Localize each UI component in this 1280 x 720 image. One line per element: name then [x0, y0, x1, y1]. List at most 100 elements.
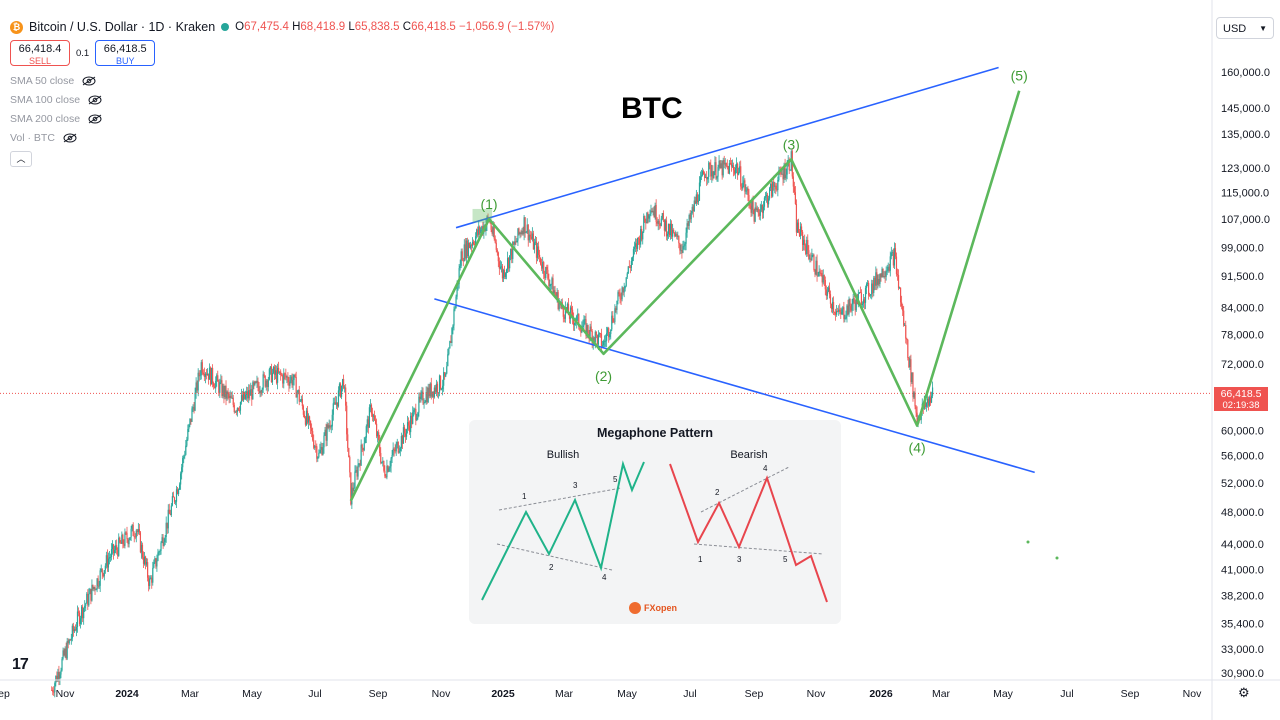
time-tick-label: 2025 [491, 688, 515, 700]
candle [234, 410, 236, 414]
candle [334, 395, 336, 405]
candle [245, 390, 247, 401]
candle [163, 538, 165, 547]
candle [369, 399, 372, 413]
candle [516, 238, 518, 243]
candle [158, 550, 160, 556]
hidden-eye-icon[interactable] [63, 133, 77, 143]
candle [389, 460, 391, 472]
candle [85, 602, 87, 612]
candle [328, 419, 330, 432]
candle [825, 285, 827, 300]
candle [927, 396, 930, 411]
candle [891, 249, 893, 256]
buy-button[interactable]: 66,418.5 BUY [95, 40, 156, 66]
candle [291, 373, 293, 388]
candle [501, 263, 504, 282]
candle [359, 459, 361, 471]
candle [513, 241, 515, 246]
gear-icon[interactable]: ⚙ [1238, 685, 1250, 700]
candle [649, 209, 651, 223]
candle [177, 488, 180, 497]
candle [141, 542, 144, 560]
candle [430, 377, 432, 400]
candle [133, 531, 135, 543]
candle [403, 424, 406, 438]
hidden-eye-icon[interactable] [88, 95, 102, 105]
candle [145, 558, 148, 567]
candle [233, 402, 235, 414]
candle [850, 303, 852, 313]
candle [446, 361, 448, 375]
candle [827, 285, 829, 293]
candle [875, 266, 877, 290]
highlight-box [472, 208, 493, 223]
candle [651, 208, 653, 213]
candle [451, 327, 453, 347]
candle [275, 365, 278, 385]
candle [90, 588, 92, 605]
candle [760, 201, 762, 212]
candle [881, 266, 883, 278]
candle [599, 332, 602, 338]
candle [107, 552, 110, 573]
candle [462, 257, 464, 267]
candle [376, 418, 378, 439]
candle [901, 295, 903, 310]
candle [75, 621, 78, 637]
price-tick-label: 107,000.0 [1221, 214, 1270, 226]
brand-label: FXopen [644, 603, 677, 613]
indicator-volume[interactable]: Vol · BTC [10, 132, 77, 144]
candle [324, 426, 326, 436]
candle [535, 237, 538, 264]
candle [228, 392, 230, 404]
candle [412, 406, 414, 425]
currency-select[interactable]: USD ▼ [1216, 17, 1274, 39]
tradingview-logo[interactable]: 17 [12, 656, 29, 673]
symbol-title[interactable]: Bitcoin / U.S. Dollar · 1D · Kraken [29, 20, 216, 34]
indicator-sma200[interactable]: SMA 200 close [10, 113, 102, 125]
candle [518, 227, 520, 236]
candle [612, 311, 614, 324]
candle [151, 575, 153, 589]
candle [189, 418, 191, 428]
hidden-eye-icon[interactable] [88, 114, 102, 124]
candle [747, 185, 749, 202]
candle [835, 308, 837, 321]
candle [150, 575, 152, 580]
svg-text:2: 2 [549, 563, 554, 572]
candle [142, 551, 145, 568]
collapse-legend-button[interactable]: ︿ [10, 151, 32, 167]
candle [454, 305, 456, 312]
candle [326, 421, 328, 446]
candle [318, 449, 320, 459]
indicator-sma50[interactable]: SMA 50 close [10, 75, 96, 87]
price-tick-label: 145,000.0 [1221, 103, 1270, 115]
candle [362, 447, 364, 456]
candle [872, 280, 874, 298]
candle [511, 244, 513, 264]
candle [215, 376, 217, 393]
candle [743, 175, 745, 188]
candle [745, 184, 747, 195]
candle [212, 364, 214, 388]
candle [544, 270, 546, 284]
bearish-path [669, 463, 828, 603]
hidden-eye-icon[interactable] [82, 76, 96, 86]
candle [683, 240, 685, 250]
sell-button[interactable]: 66,418.4 SELL [10, 40, 70, 66]
candle [196, 380, 198, 394]
indicator-sma100[interactable]: SMA 100 close [10, 94, 102, 106]
candle [675, 230, 677, 237]
candle [508, 257, 510, 273]
svg-text:2: 2 [715, 488, 720, 497]
candle [119, 536, 121, 544]
candle [911, 372, 913, 385]
candle [540, 257, 542, 266]
candle [672, 223, 674, 242]
candle [174, 500, 177, 506]
candle [274, 365, 277, 380]
candle [385, 474, 387, 479]
market-open-icon [221, 23, 230, 31]
